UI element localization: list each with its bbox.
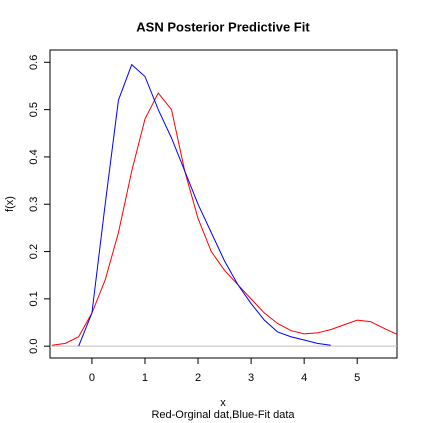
x-tick-label: 5 bbox=[354, 372, 360, 384]
series-line bbox=[52, 92, 398, 346]
x-axis-label: x bbox=[220, 397, 226, 409]
y-tick-label: 0.5 bbox=[28, 102, 40, 117]
x-tick-label: 3 bbox=[248, 372, 254, 384]
x-tick-label: 4 bbox=[301, 372, 307, 384]
y-tick-label: 0.4 bbox=[28, 149, 40, 164]
y-tick-label: 0.3 bbox=[28, 197, 40, 212]
y-tick-label: 0.1 bbox=[28, 291, 40, 306]
x-tick-label: 0 bbox=[89, 372, 95, 384]
x-tick-label: 2 bbox=[195, 372, 201, 384]
chart-title: ASN Posterior Predictive Fit bbox=[136, 19, 310, 34]
y-tick-label: 0.6 bbox=[28, 55, 40, 70]
y-tick-label: 0.0 bbox=[28, 339, 40, 354]
subtitle: Red-Orginal dat,Blue-Fit data bbox=[151, 409, 295, 421]
y-tick-label: 0.2 bbox=[28, 244, 40, 259]
y-axis-label: f(x) bbox=[4, 196, 16, 212]
series-line bbox=[78, 63, 331, 347]
plot-frame bbox=[49, 49, 398, 359]
x-tick-label: 1 bbox=[142, 372, 148, 384]
